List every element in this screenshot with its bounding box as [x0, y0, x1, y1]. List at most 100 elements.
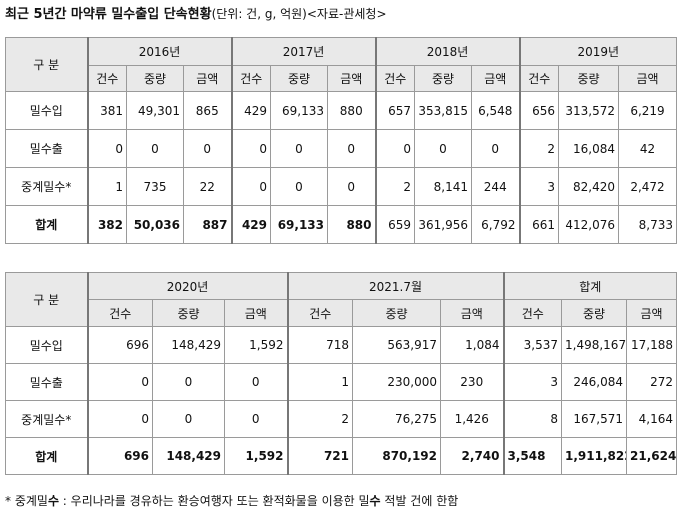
cell-weight: 50,036	[126, 205, 184, 244]
header-row-years: 구 분 2020년 2021.7월 합계	[5, 272, 678, 327]
cell-amount: 880	[327, 205, 376, 244]
cell-amount: 6,219	[617, 91, 678, 130]
cell-count: 1	[86, 167, 127, 206]
cell-weight: 353,815	[414, 91, 472, 130]
category-header: 구 분	[5, 37, 88, 92]
year-header: 2019년	[518, 37, 678, 66]
cell-weight: 563,917	[352, 326, 441, 364]
table-2020-total: 구 분 2020년 2021.7월 합계 건수 중량 금액 건수 중량 금액 건…	[5, 272, 678, 475]
cell-weight: 8,141	[414, 167, 472, 206]
table-row-transit: 중계밀수* 1 735 22 0 0 0 2 8,141 244 3 82,42…	[5, 167, 678, 206]
cell-weight: 69,133	[270, 205, 328, 244]
cell-amount: 0	[471, 129, 520, 168]
cell-amount: 0	[327, 129, 376, 168]
cell-weight: 361,956	[414, 205, 472, 244]
title-main: 최근 5년간 마약류 밀수출입 단속현황	[5, 7, 212, 22]
cell-count: 718	[286, 326, 353, 364]
table-row-total: 합계 382 50,036 887 429 69,133 880 659 361…	[5, 205, 678, 244]
cell-weight: 0	[126, 129, 184, 168]
cell-count: 721	[286, 437, 353, 475]
cell-count: 3,548	[502, 437, 562, 475]
cell-amount: 0	[224, 363, 288, 401]
cell-count: 2	[518, 129, 559, 168]
cell-count: 1	[286, 363, 353, 401]
cell-count: 2	[286, 400, 353, 438]
cell-amount: 17,188	[625, 326, 678, 364]
footnote: * 중계밀수 : 우리나라를 경유하는 환승여행자 또는 환적화물을 이용한 밀…	[5, 492, 458, 509]
row-label: 합계	[5, 437, 88, 475]
header-row-years: 구 분 2016년 2017년 2018년 2019년	[5, 37, 678, 92]
cell-amount: 1,426	[440, 400, 504, 438]
weight-header: 중량	[414, 65, 472, 92]
cell-count: 659	[374, 205, 415, 244]
cell-count: 0	[230, 167, 271, 206]
row-label: 밀수출	[5, 129, 88, 168]
weight-header: 중량	[270, 65, 328, 92]
cell-count: 381	[86, 91, 127, 130]
row-label: 중계밀수*	[5, 167, 88, 206]
year-header: 2016년	[86, 37, 232, 66]
year-header: 2018년	[374, 37, 520, 66]
table-row-export: 밀수출 0 0 0 0 0 0 0 0 0 2 16,084 42	[5, 129, 678, 168]
cell-amount: 8,733	[617, 205, 678, 244]
cell-weight: 1,911,822	[561, 437, 627, 475]
table-row-total: 합계 696 148,429 1,592 721 870,192 2,740 3…	[5, 437, 678, 475]
year-header: 2021.7월	[286, 272, 504, 300]
cell-weight: 1,498,167	[561, 326, 627, 364]
cell-amount: 272	[625, 363, 678, 401]
year-header: 2020년	[86, 272, 288, 300]
amount-header: 금액	[617, 65, 678, 92]
cell-count: 0	[230, 129, 271, 168]
amount-header: 금액	[440, 299, 504, 327]
cell-count: 429	[230, 91, 271, 130]
cell-amount: 0	[183, 129, 232, 168]
cell-count: 2	[374, 167, 415, 206]
cell-weight: 0	[414, 129, 472, 168]
weight-header: 중량	[561, 299, 627, 327]
cell-count: 0	[374, 129, 415, 168]
count-header: 건수	[518, 65, 559, 92]
cell-weight: 0	[152, 400, 225, 438]
cell-weight: 246,084	[561, 363, 627, 401]
cell-weight: 0	[270, 129, 328, 168]
cell-amount: 1,592	[224, 437, 288, 475]
count-header: 건수	[502, 299, 562, 327]
cell-weight: 16,084	[558, 129, 619, 168]
cell-weight: 412,076	[558, 205, 619, 244]
table-row-export: 밀수출 0 0 0 1 230,000 230 3 246,084 272	[5, 363, 678, 401]
count-header: 건수	[86, 299, 153, 327]
cell-count: 3	[518, 167, 559, 206]
cell-amount: 6,792	[471, 205, 520, 244]
cell-weight: 148,429	[152, 437, 225, 475]
cell-amount: 865	[183, 91, 232, 130]
year-header: 2017년	[230, 37, 376, 66]
row-label: 중계밀수*	[5, 400, 88, 438]
footnote-text: : 우리나라를 경유하는 환승여행자 또는 환적화물을 이용한 밀	[58, 494, 370, 508]
row-label: 합계	[5, 205, 88, 244]
weight-header: 중량	[152, 299, 225, 327]
cell-amount: 42	[617, 129, 678, 168]
cell-amount: 4,164	[625, 400, 678, 438]
cell-weight: 230,000	[352, 363, 441, 401]
footnote-bold: 수	[369, 494, 381, 508]
cell-weight: 76,275	[352, 400, 441, 438]
cell-count: 0	[86, 363, 153, 401]
cell-weight: 313,572	[558, 91, 619, 130]
count-header: 건수	[86, 65, 127, 92]
cell-amount: 0	[224, 400, 288, 438]
cell-weight: 0	[270, 167, 328, 206]
cell-weight: 870,192	[352, 437, 441, 475]
cell-count: 696	[86, 326, 153, 364]
total-header: 합계	[502, 272, 678, 300]
cell-count: 656	[518, 91, 559, 130]
cell-amount: 1,084	[440, 326, 504, 364]
amount-header: 금액	[183, 65, 232, 92]
count-header: 건수	[230, 65, 271, 92]
cell-count: 0	[86, 129, 127, 168]
header-row-metrics: 건수 중량 금액 건수 중량 금액 건수 중량 금액 건수 중량 금액	[6, 65, 678, 92]
amount-header: 금액	[224, 299, 288, 327]
table-row-transit: 중계밀수* 0 0 0 2 76,275 1,426 8 167,571 4,1…	[5, 400, 678, 438]
cell-weight: 49,301	[126, 91, 184, 130]
cell-amount: 1,592	[224, 326, 288, 364]
cell-amount: 887	[183, 205, 232, 244]
